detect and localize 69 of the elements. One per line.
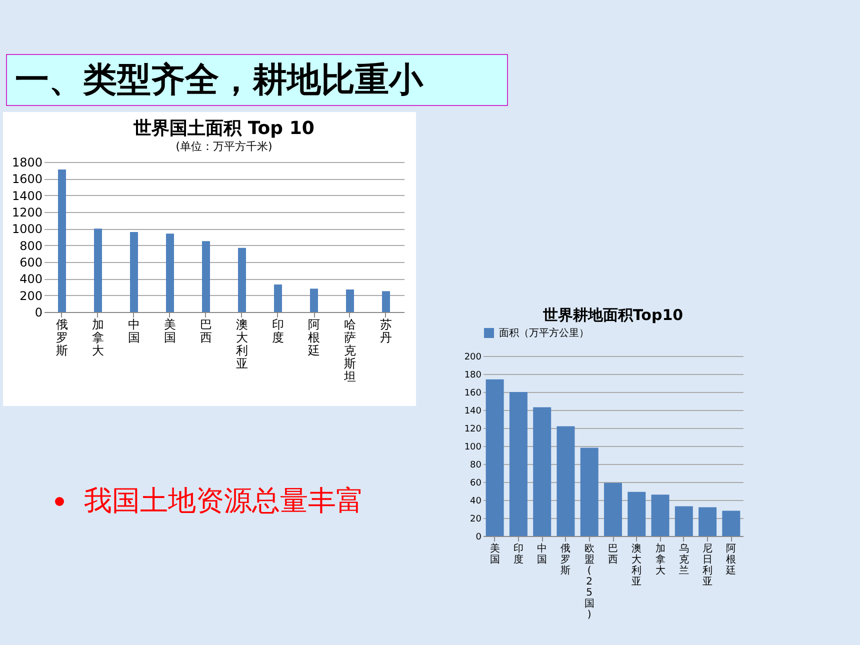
y-tick-label: 1000 xyxy=(12,222,42,236)
chart-title: 世界耕地面积Top10 xyxy=(542,306,684,324)
x-tick-label: 俄罗斯 xyxy=(560,542,571,576)
y-tick-label: 60 xyxy=(470,478,482,488)
x-tick-label: 阿根廷 xyxy=(725,544,736,576)
x-tick-label: 澳大利亚 xyxy=(236,318,248,370)
y-tick-label: 0 xyxy=(476,532,482,542)
y-tick-label: 160 xyxy=(464,388,482,398)
chart-title: 世界国土面积 Top 10 xyxy=(132,118,314,139)
bar xyxy=(486,379,504,536)
bar xyxy=(310,288,318,312)
bar xyxy=(698,507,717,536)
bar xyxy=(166,234,174,312)
y-tick-label: 200 xyxy=(464,352,482,362)
x-tick-label: 加拿大 xyxy=(92,318,104,358)
bar xyxy=(556,426,575,536)
bar xyxy=(628,492,646,536)
y-tick-label: 1800 xyxy=(12,156,42,170)
bar xyxy=(274,284,282,312)
bar xyxy=(674,506,693,536)
y-tick-label: 600 xyxy=(20,256,42,270)
x-tick-label: 巴西 xyxy=(200,318,212,344)
y-tick-label: 40 xyxy=(470,496,482,506)
x-tick-label: 加拿大 xyxy=(655,542,666,576)
x-tick-label: 俄罗斯 xyxy=(56,318,68,358)
y-tick-label: 200 xyxy=(20,288,42,303)
bar xyxy=(722,510,740,536)
bar xyxy=(604,482,622,536)
y-tick-label: 1600 xyxy=(12,172,42,186)
chart-subtitle: (单位：万平方千米) xyxy=(176,140,272,153)
y-tick-label: 800 xyxy=(20,238,42,253)
x-tick-label: 哈萨克斯坦 xyxy=(343,318,356,384)
y-tick-label: 100 xyxy=(464,442,482,452)
bar xyxy=(130,232,138,312)
bar xyxy=(382,291,390,312)
x-tick-label: 乌克兰 xyxy=(678,542,689,576)
bar xyxy=(58,170,66,312)
bar xyxy=(651,494,670,536)
x-tick-label: 阿根廷 xyxy=(307,318,320,358)
x-tick-label: 巴西 xyxy=(608,544,618,566)
x-tick-label: 美国 xyxy=(164,318,176,344)
x-tick-label: 苏丹 xyxy=(380,318,392,344)
bar xyxy=(94,228,102,312)
bar xyxy=(202,241,210,312)
x-tick-label: 尼日利亚 xyxy=(702,544,713,588)
y-tick-label: 140 xyxy=(464,406,482,416)
bar xyxy=(533,407,552,536)
bar xyxy=(346,290,354,312)
bar xyxy=(580,448,598,536)
x-tick-label: 欧盟(25国) xyxy=(584,544,594,620)
bar xyxy=(509,392,528,536)
text: 一、类型齐全，耕地比重小 xyxy=(6,54,508,106)
x-tick-label: 中国 xyxy=(128,318,140,344)
y-tick-label: 400 xyxy=(20,272,42,286)
x-tick-label: 澳大利亚 xyxy=(632,542,642,588)
legend-label: 面积（万平方公里） xyxy=(499,327,589,339)
x-tick-label: 印度 xyxy=(272,318,284,344)
y-tick-label: 1200 xyxy=(12,206,42,220)
bar xyxy=(238,248,246,312)
y-tick-label: 180 xyxy=(464,370,482,380)
y-tick-label: 120 xyxy=(464,424,482,434)
y-tick-label: 80 xyxy=(470,460,482,470)
x-tick-label: 印度 xyxy=(513,542,524,566)
y-tick-label: 0 xyxy=(34,306,42,320)
text: 我国土地资源总量丰富 xyxy=(84,483,364,519)
x-tick-label: 美国 xyxy=(490,542,500,566)
x-tick-label: 中国 xyxy=(537,542,548,566)
y-tick-label: 20 xyxy=(470,514,482,524)
y-tick-label: 1400 xyxy=(12,188,42,203)
